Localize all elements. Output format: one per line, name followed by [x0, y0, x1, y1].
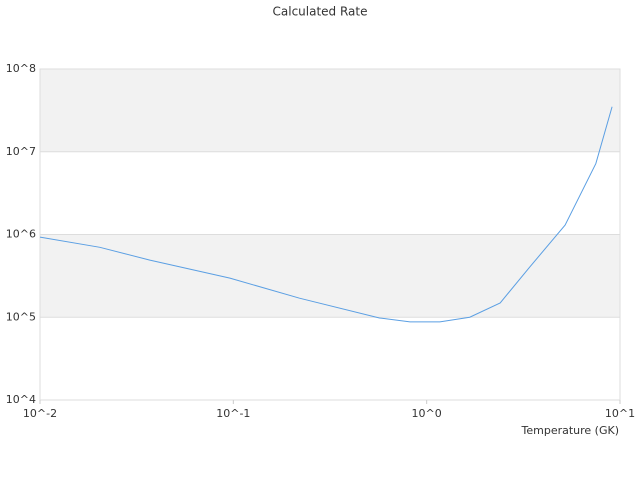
- line-series: [39, 106, 613, 323]
- y-tick-label: 10^7: [6, 145, 36, 158]
- x-tick-label: 10^-1: [216, 407, 250, 420]
- x-tick-label: 10^-2: [23, 407, 57, 420]
- y-tick-label: 10^4: [6, 393, 36, 406]
- chart-title: Calculated Rate: [273, 5, 368, 19]
- y-tick-label: 10^8: [6, 62, 36, 75]
- x-axis-label: Temperature (GK): [521, 424, 620, 437]
- y-tick-label: 10^5: [6, 310, 36, 323]
- x-tick-label: 10^0: [412, 407, 442, 420]
- y-tick-label: 10^6: [6, 228, 36, 241]
- x-tick-label: 10^1: [605, 407, 635, 420]
- band: [40, 69, 620, 152]
- band: [40, 234, 620, 318]
